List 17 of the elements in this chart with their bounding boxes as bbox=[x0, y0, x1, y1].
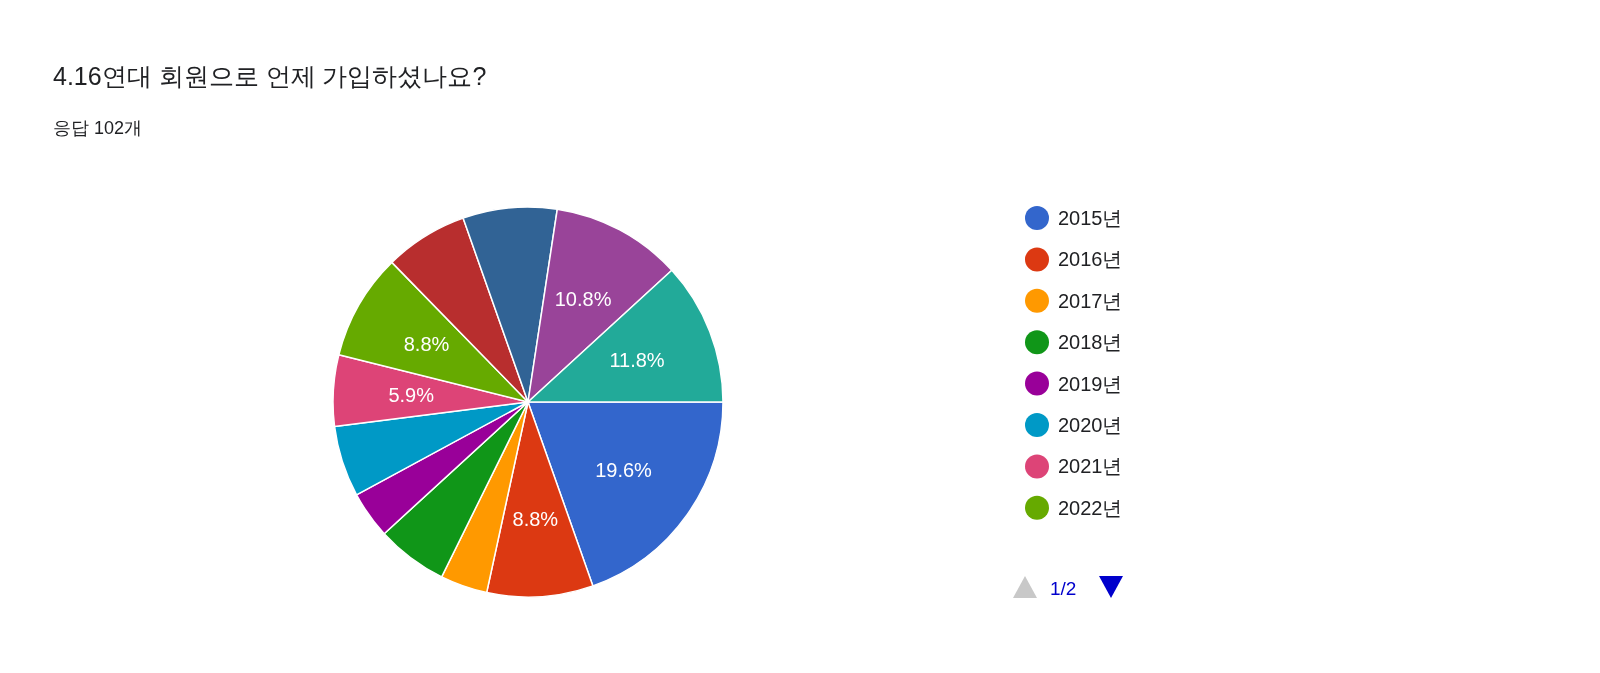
legend-label: 2021년 bbox=[1058, 455, 1123, 478]
legend-label: 2017년 bbox=[1058, 289, 1123, 312]
legend-label: 2020년 bbox=[1058, 414, 1123, 436]
data-label: 8.8% bbox=[512, 507, 559, 530]
data-label: 10.8% bbox=[554, 287, 612, 310]
data-label: 11.8% bbox=[609, 348, 665, 371]
data-label: 19.6% bbox=[595, 458, 653, 481]
text: 응답 102개 bbox=[53, 118, 143, 138]
data-label: 5.9% bbox=[388, 384, 435, 407]
text: 1/2 bbox=[1050, 578, 1077, 599]
legend-label: 2015년 bbox=[1058, 207, 1123, 229]
data-label: 8.8% bbox=[403, 332, 450, 355]
legend-label: 2018년 bbox=[1058, 331, 1123, 354]
legend-label: 2022년 bbox=[1058, 496, 1123, 519]
legend-label: 2016년 bbox=[1058, 248, 1123, 271]
chart-title: 4.16연대 회원으로 언제 가입하셨나요? bbox=[53, 62, 487, 90]
legend-label: 2019년 bbox=[1058, 372, 1123, 395]
